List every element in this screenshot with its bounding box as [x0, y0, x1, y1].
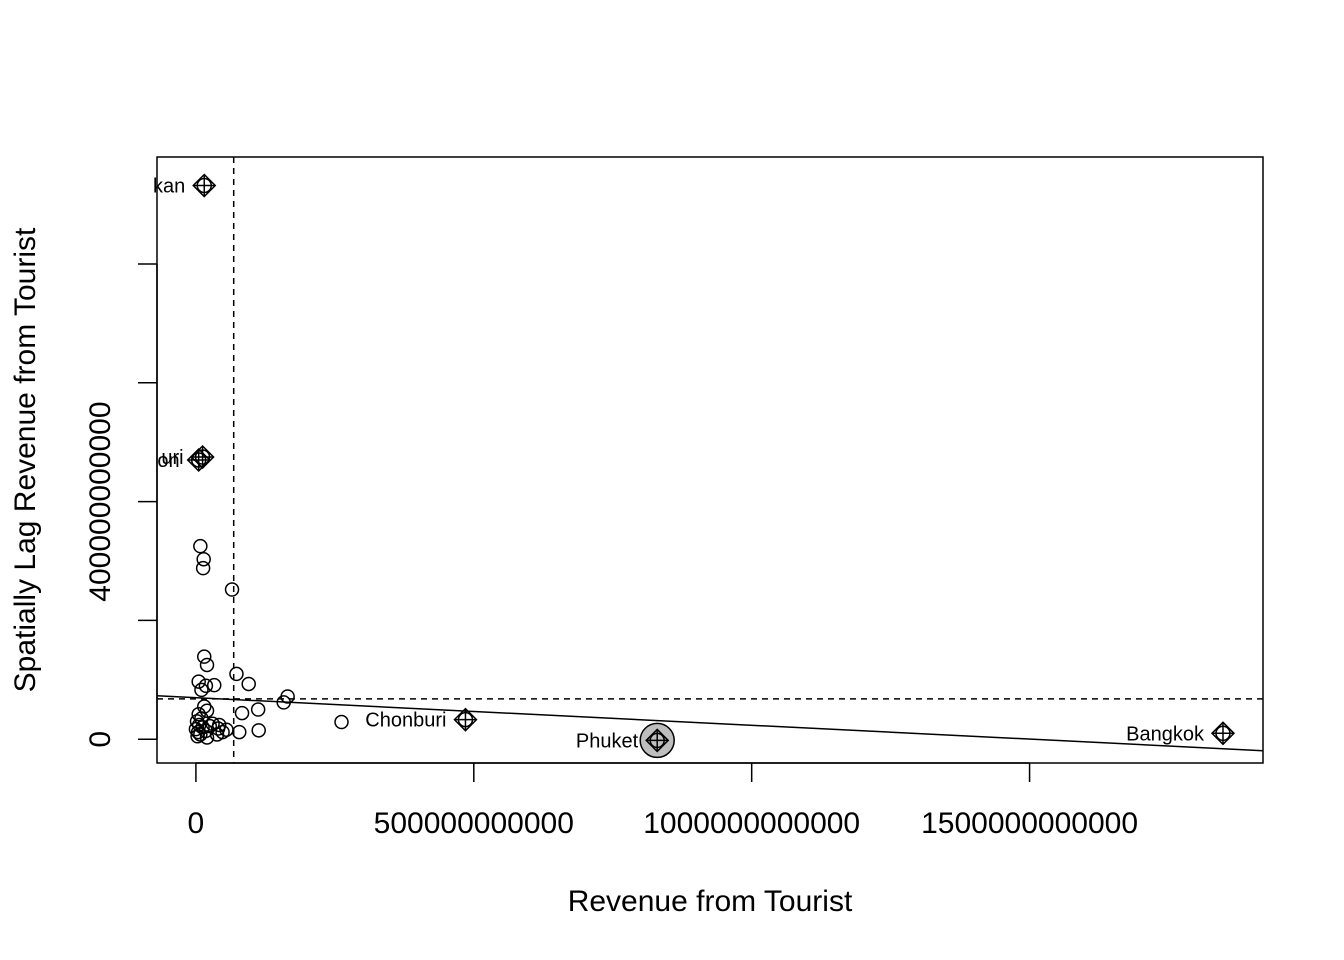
data-point	[251, 723, 266, 738]
data-point	[199, 657, 215, 673]
data-point	[199, 703, 215, 718]
data-point	[205, 716, 220, 732]
data-point	[202, 718, 218, 734]
data-point	[191, 674, 206, 689]
influential-point	[192, 173, 217, 198]
regression-line	[157, 694, 1263, 752]
data-point	[195, 720, 210, 735]
data-point	[232, 724, 247, 740]
data-point	[250, 702, 266, 717]
axes: 0 500000000000 1000000000000 1500000000000 0…	[84, 263, 1138, 840]
influential-point	[186, 447, 211, 473]
y-tick-label: 0	[84, 731, 117, 748]
influential-point	[1210, 721, 1236, 746]
point-label: Bangkok	[1126, 723, 1205, 745]
data-point	[188, 721, 204, 737]
data-point	[234, 705, 250, 721]
data-point	[193, 538, 208, 554]
influential-point	[190, 444, 215, 470]
y-tick-label: 400000000000	[84, 401, 117, 601]
x-tick-label: 0	[188, 807, 205, 840]
plot-frame	[156, 156, 1264, 764]
data-point	[276, 695, 291, 710]
data-point	[224, 582, 240, 597]
data-layer	[157, 157, 1263, 763]
x-axis-title: Revenue from Tourist	[568, 885, 853, 918]
data-point	[196, 649, 212, 664]
diamond-marker	[192, 173, 217, 198]
data-point	[191, 707, 206, 722]
influential-point	[639, 722, 675, 759]
data-point	[206, 677, 222, 693]
point-label: uri	[161, 447, 183, 469]
data-point	[211, 717, 227, 733]
point-label: kan	[153, 176, 185, 198]
point-label: Phuket	[576, 730, 639, 752]
x-tick-label: 1500000000000	[921, 807, 1138, 840]
diamond-marker	[645, 728, 670, 753]
x-tick-label: 1000000000000	[643, 807, 860, 840]
data-point	[334, 714, 349, 730]
data-point	[229, 666, 244, 682]
point-label: Chonburi	[365, 710, 446, 732]
data-point	[195, 560, 211, 576]
data-point	[241, 676, 256, 692]
data-point	[194, 682, 209, 698]
data-point	[196, 551, 211, 567]
data-point	[198, 678, 214, 694]
y-axis-title: Spatially Lag Revenue from Tourist	[9, 227, 42, 692]
data-point	[199, 730, 215, 745]
data-point	[190, 729, 205, 744]
x-tick-label: 500000000000	[374, 807, 574, 840]
point-label: on	[157, 450, 179, 472]
influential-point	[453, 707, 478, 732]
